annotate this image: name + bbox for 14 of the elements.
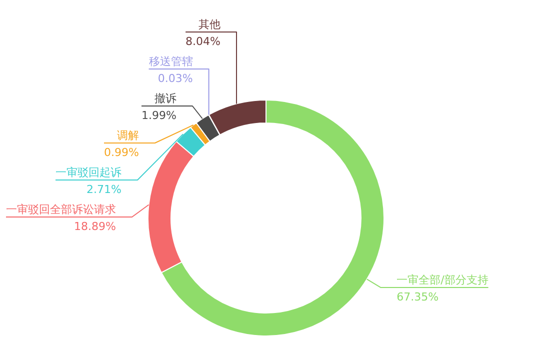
slice-label: 调解 <box>116 129 139 142</box>
data-label: 0.99% <box>104 146 139 159</box>
slice-label: 一审驳回全部诉讼请求 <box>6 203 116 216</box>
slice-label: 其他 <box>198 18 221 31</box>
data-label: 0.03% <box>158 72 193 85</box>
data-label: 1.99% <box>141 109 176 122</box>
data-label: 8.04% <box>186 35 221 48</box>
slice-label: 一审全部/部分支持 <box>396 273 488 286</box>
slice-label: 一审驳回起诉 <box>56 166 122 179</box>
data-label: 2.71% <box>86 183 122 196</box>
slice-label: 撤诉 <box>154 92 176 105</box>
slice-label: 移送管辖 <box>148 55 193 68</box>
data-label: 67.35% <box>396 290 439 304</box>
data-label: 18.89% <box>74 220 116 233</box>
